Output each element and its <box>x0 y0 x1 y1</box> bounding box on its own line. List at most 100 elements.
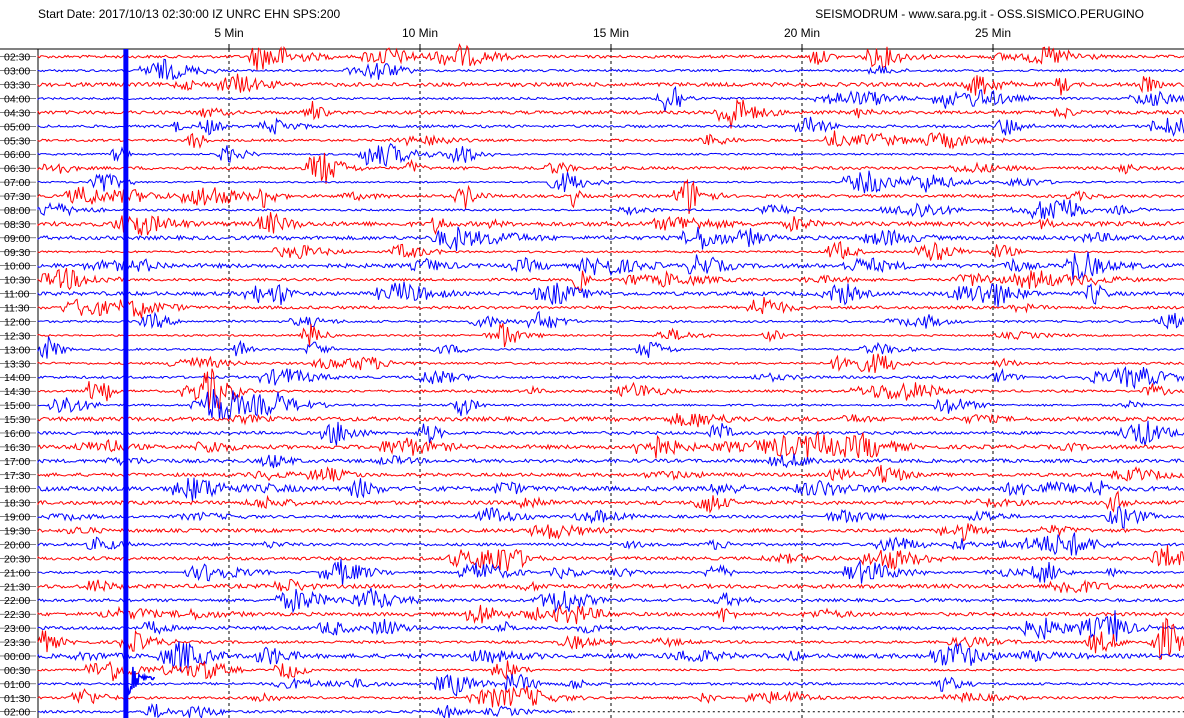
trace-line <box>37 673 1184 697</box>
row-time-label: 08:00 <box>4 205 30 217</box>
row-time-label: 09:00 <box>4 233 30 245</box>
trace-line <box>37 453 1184 469</box>
row-time-label: 12:00 <box>4 316 30 328</box>
trace-line <box>37 353 1184 373</box>
trace-line <box>37 130 1184 150</box>
major-event-band <box>123 49 129 718</box>
row-time-label: 15:30 <box>4 414 30 426</box>
row-time-label: 02:00 <box>4 707 30 718</box>
trace-line <box>37 365 1184 390</box>
row-time-label: 07:00 <box>4 177 30 189</box>
trace-line <box>37 389 1184 420</box>
trace-line <box>37 178 1184 214</box>
minute-label: 15 Min <box>592 26 630 40</box>
row-time-label: 15:00 <box>4 400 30 412</box>
row-time-label: 20:00 <box>4 539 30 551</box>
row-time-label: 21:00 <box>4 567 30 579</box>
trace-line <box>37 116 1184 137</box>
trace-line <box>37 58 1184 80</box>
trace-line <box>37 420 1184 446</box>
minute-label: 25 Min <box>974 26 1012 40</box>
trace-line <box>37 587 1184 614</box>
row-time-label: 10:30 <box>4 275 30 287</box>
row-time-label: 05:00 <box>4 121 30 133</box>
row-time-label: 18:00 <box>4 484 30 496</box>
row-time-label: 19:00 <box>4 512 30 524</box>
trace-line <box>37 336 1184 359</box>
row-time-label: 04:00 <box>4 93 30 105</box>
row-time-label: 22:00 <box>4 595 30 607</box>
row-time-label: 13:00 <box>4 344 30 356</box>
row-time-label: 06:30 <box>4 163 30 175</box>
row-time-label: 23:30 <box>4 637 30 649</box>
trace-line <box>37 660 1184 682</box>
trace-line <box>37 281 1184 307</box>
trace-line <box>37 413 1184 428</box>
row-time-label: 10:00 <box>4 261 30 273</box>
trace-line <box>37 170 1184 194</box>
trace-line <box>37 578 1184 594</box>
trace-line <box>37 297 1184 319</box>
row-time-label: 01:00 <box>4 679 30 691</box>
row-time-label: 05:30 <box>4 135 30 147</box>
trace-line <box>37 477 1184 502</box>
trace-line <box>37 532 1184 556</box>
row-time-label: 01:30 <box>4 693 30 705</box>
row-time-label: 03:00 <box>4 66 30 78</box>
minute-label: 5 Min <box>214 26 244 40</box>
row-time-label: 12:30 <box>4 330 30 342</box>
major-event-coda <box>125 666 155 696</box>
row-time-label: 00:30 <box>4 665 30 677</box>
trace-line <box>37 267 1184 291</box>
row-time-label: 11:00 <box>4 289 30 301</box>
trace-line <box>37 464 1184 483</box>
trace-line <box>37 617 1184 660</box>
row-time-label: 08:30 <box>4 219 30 231</box>
trace-line <box>37 490 1184 514</box>
row-time-label: 00:00 <box>4 651 30 663</box>
trace-line <box>37 212 1184 236</box>
row-time-label: 19:30 <box>4 526 30 538</box>
row-time-label: 17:30 <box>4 470 30 482</box>
row-time-label: 11:30 <box>4 303 30 315</box>
trace-line <box>37 85 1184 113</box>
minute-label: 20 Min <box>783 26 821 40</box>
row-time-label: 22:30 <box>4 609 30 621</box>
row-time-label: 23:00 <box>4 623 30 635</box>
row-time-label: 17:00 <box>4 456 30 468</box>
trace-line <box>37 226 1184 251</box>
trace-line <box>37 199 1184 220</box>
trace-line <box>37 322 1184 348</box>
trace-line <box>37 152 1184 184</box>
row-time-label: 04:30 <box>4 107 30 119</box>
trace-line <box>37 685 1184 708</box>
row-time-label: 16:30 <box>4 442 30 454</box>
trace-line <box>37 641 1184 672</box>
header-left-text: Start Date: 2017/10/13 02:30:00 IZ UNRC … <box>38 7 341 21</box>
row-time-label: 06:00 <box>4 149 30 161</box>
row-time-label: 18:30 <box>4 498 30 510</box>
minute-label: 10 Min <box>401 26 439 40</box>
trace-line <box>37 98 1184 129</box>
trace-line <box>37 143 1184 168</box>
trace-line <box>37 310 1184 330</box>
trace-line <box>37 240 1184 261</box>
trace-line <box>37 251 1184 281</box>
trace-line <box>37 604 1184 625</box>
row-time-label: 16:00 <box>4 428 30 440</box>
row-time-label: 14:30 <box>4 386 30 398</box>
trace-line <box>37 368 1184 410</box>
row-time-label: 03:30 <box>4 80 30 92</box>
row-time-label: 20:30 <box>4 553 30 565</box>
row-time-label: 14:00 <box>4 372 30 384</box>
row-time-label: 13:30 <box>4 358 30 370</box>
row-time-label: 09:30 <box>4 247 30 259</box>
trace-line <box>37 43 1184 71</box>
trace-line <box>37 73 1184 96</box>
row-time-label: 21:30 <box>4 581 30 593</box>
trace-line <box>37 505 1184 530</box>
row-time-label: 02:30 <box>4 52 30 64</box>
trace-line <box>37 523 1184 542</box>
trace-line <box>37 610 1184 642</box>
